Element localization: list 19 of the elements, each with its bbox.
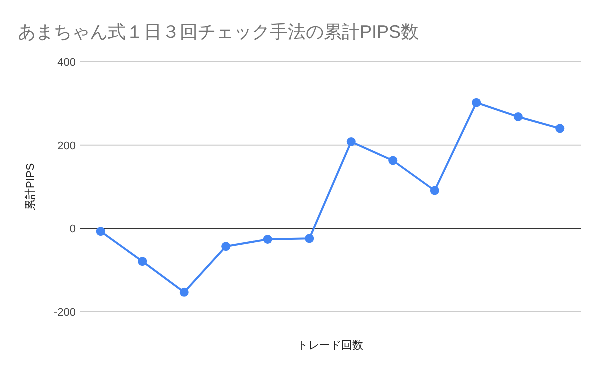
point xyxy=(514,112,523,122)
point xyxy=(472,98,482,108)
point xyxy=(430,186,440,196)
point xyxy=(222,242,231,252)
y-tick-label: 400 xyxy=(58,57,76,69)
point xyxy=(96,227,106,236)
y-tick-label: 200 xyxy=(58,140,76,152)
point xyxy=(556,124,565,134)
chart-title: あまちゃん式１日３回チェック手法の累計PIPS数 xyxy=(18,22,420,42)
y-tick-label: 0 xyxy=(70,224,76,236)
y-axis-title: 累計PIPS xyxy=(24,163,37,211)
point xyxy=(180,288,189,297)
point xyxy=(346,138,356,146)
point xyxy=(263,235,272,244)
point xyxy=(388,156,398,166)
point xyxy=(138,257,148,266)
point xyxy=(305,234,314,244)
x-axis-title: トレード回数 xyxy=(298,340,364,352)
y-tick-label: -200 xyxy=(54,307,76,319)
